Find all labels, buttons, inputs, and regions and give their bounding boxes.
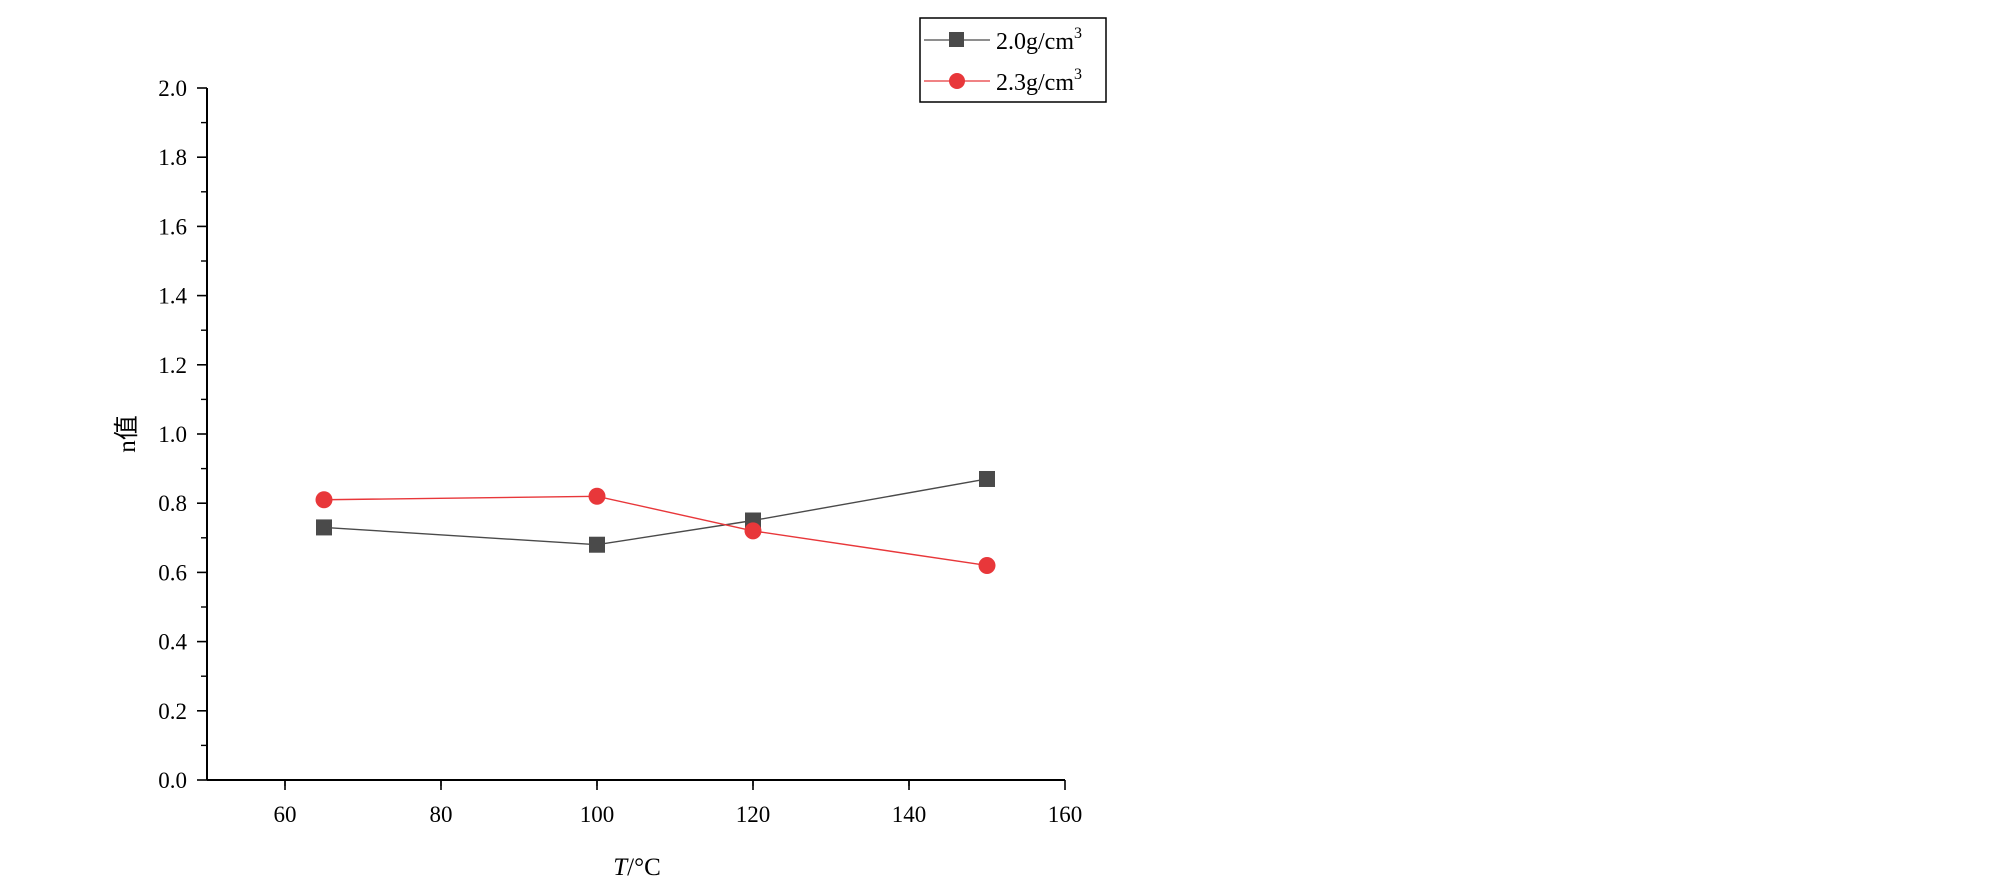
legend: 2.0g/cm3 2.3g/cm3 (919, 17, 1107, 103)
x-axis-ticks: 60 80 100 120 140 160 (274, 780, 1083, 827)
y-tick-label: 1.4 (158, 284, 187, 309)
legend-item-series-1: 2.0g/cm3 (924, 25, 1082, 55)
y-axis-title: n值 (113, 415, 141, 453)
legend-label-series-1-base: 2.0g/cm (996, 29, 1074, 55)
x-axis-title: T/°C (613, 854, 661, 881)
data-point-circle (315, 491, 333, 509)
y-tick-label: 1.2 (158, 353, 187, 378)
data-point-circle (978, 556, 996, 574)
legend-marker-square (949, 32, 964, 47)
legend-label-series-2-sup: 3 (1074, 66, 1082, 83)
y-tick-label: 1.6 (158, 214, 187, 239)
x-tick-label: 80 (430, 802, 453, 827)
y-axis-ticks: 0.0 0.2 0.4 0.6 0.8 1.0 1.2 1.4 1.6 1.8 2.0 (158, 76, 207, 793)
x-tick-label: 120 (736, 802, 771, 827)
x-tick-label: 100 (580, 802, 615, 827)
x-axis-title-unit: /°C (627, 854, 661, 881)
legend-label-series-1-sup: 3 (1074, 25, 1082, 42)
series-1-line (323, 478, 988, 546)
y-tick-label: 0.8 (158, 491, 187, 516)
series-2-line (323, 495, 988, 567)
legend-marker-circle (949, 73, 965, 89)
chart-axes (206, 88, 1065, 781)
data-point-circle (588, 487, 606, 505)
data-point-square (589, 536, 605, 553)
y-tick-label: 0.4 (158, 630, 187, 655)
legend-label-series-1: 2.0g/cm3 (996, 25, 1082, 55)
x-axis-title-italic: T (613, 854, 629, 881)
legend-label-series-2-base: 2.3g/cm (996, 70, 1074, 96)
series-2 (315, 487, 996, 574)
y-tick-label: 1.8 (158, 145, 187, 170)
y-tick-label: 0.0 (158, 768, 187, 793)
y-tick-label: 0.6 (158, 560, 187, 585)
x-tick-label: 60 (274, 802, 297, 827)
legend-item-series-2: 2.3g/cm3 (924, 66, 1082, 96)
plot-series (315, 470, 996, 574)
legend-label-series-2: 2.3g/cm3 (996, 66, 1082, 96)
y-tick-label: 2.0 (158, 76, 187, 101)
data-point-circle (744, 522, 762, 540)
y-tick-label: 1.0 (158, 422, 187, 447)
x-tick-label: 140 (892, 802, 927, 827)
y-tick-label: 0.2 (158, 699, 187, 724)
data-point-square (316, 519, 332, 536)
x-tick-label: 160 (1048, 802, 1083, 827)
data-point-square (979, 470, 995, 487)
series-1 (316, 470, 995, 553)
